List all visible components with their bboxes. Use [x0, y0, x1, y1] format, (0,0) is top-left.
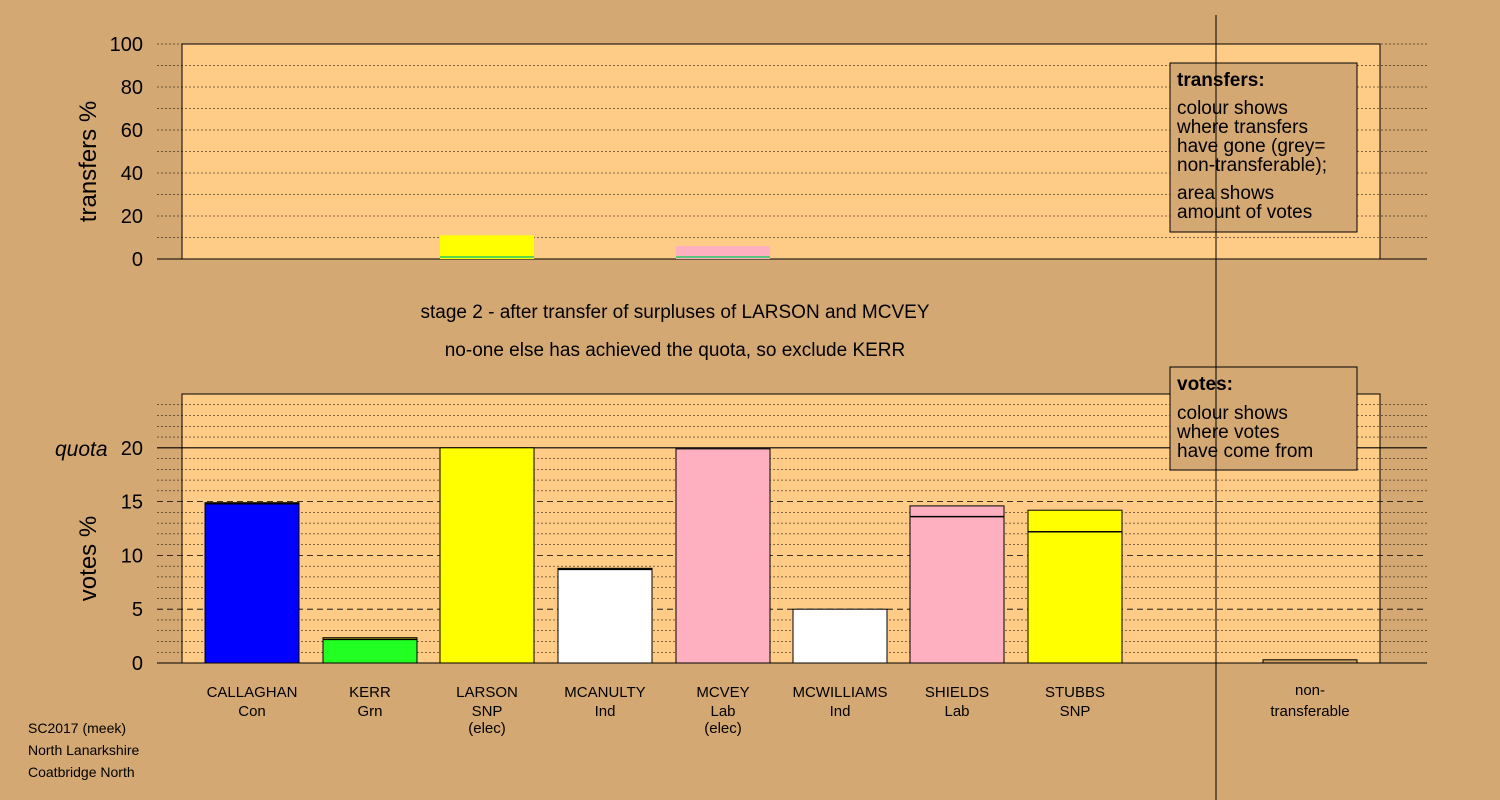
candidate-status-label: (elec) [704, 720, 742, 737]
vote-bar-segment-stubbs [1028, 510, 1122, 532]
votes-tick-label: 20 [121, 438, 143, 460]
nontransferable-label: transferable [1270, 703, 1349, 720]
candidate-name-label: MCWILLIAMS [792, 684, 887, 701]
transfers-tick-label: 100 [110, 34, 143, 56]
candidate-party-label: SNP [472, 703, 503, 720]
vote-bar-segment-callaghan [205, 503, 299, 663]
candidate-name-label: SHIELDS [925, 684, 989, 701]
nontransferable-bar [1262, 659, 1358, 664]
transfers-legend-line: non-transferable); [1177, 155, 1327, 176]
vote-bar-segment-shields [910, 505, 1004, 517]
candidate-party-label: Con [238, 703, 266, 720]
vote-bar-stubbs [1027, 509, 1123, 664]
votes-tick-label: 0 [132, 653, 143, 675]
candidate-name-label: CALLAGHAN [207, 684, 298, 701]
transfers-tick-label: 20 [121, 206, 143, 228]
vote-bar-segment-stubbs [1028, 531, 1122, 663]
transfers-tick-label: 0 [132, 249, 143, 271]
footer-line-2: North Lanarkshire [28, 742, 139, 758]
candidate-name-label: KERR [349, 684, 391, 701]
transfer-bar-mcvey [676, 246, 770, 259]
vote-bar-kerr [322, 637, 418, 664]
candidate-party-label: Ind [595, 703, 616, 720]
votes-legend-line: where votes [1176, 422, 1279, 443]
votes-legend-box [1169, 366, 1358, 471]
vote-bar-segment-larson [440, 447, 534, 663]
transfers-legend-line: area shows [1177, 183, 1274, 204]
votes-panel: 0 5 10 15 20 quota votes % CALLAGHAN Con KERR Grn L… [55, 366, 1427, 737]
votes-tick-label: 15 [121, 492, 143, 514]
quota-label: quota [55, 438, 108, 461]
vote-bar-mcanulty [557, 567, 653, 664]
vote-bar-shields [909, 505, 1005, 664]
candidate-party-label: Grn [357, 703, 382, 720]
transfers-legend-line: amount of votes [1177, 202, 1312, 223]
stage-title: stage 2 - after transfer of surpluses of… [420, 302, 929, 323]
vote-bar-segment-mcanulty [558, 569, 652, 663]
candidate-name-label: MCVEY [696, 684, 749, 701]
transfers-tick-label: 60 [121, 120, 143, 142]
candidate-name-label: LARSON [456, 684, 518, 701]
footer-line-1: SC2017 (meek) [28, 720, 126, 736]
vote-bar-segment-mcvey [676, 448, 770, 663]
candidate-party-label: SNP [1060, 703, 1091, 720]
vote-bar-mcvey [675, 448, 771, 664]
stage-subtitle: no-one else has achieved the quota, so e… [445, 340, 906, 361]
vote-bar-callaghan [204, 502, 300, 664]
votes-legend-title: votes: [1177, 374, 1233, 395]
transfers-legend-line: have gone (grey= [1177, 136, 1325, 157]
transfers-legend-box [1169, 62, 1358, 233]
candidate-name-label: MCANULTY [564, 684, 645, 701]
transfers-tick-label: 40 [121, 163, 143, 185]
transfer-bar-larson [440, 235, 534, 259]
transfers-legend-line: where transfers [1176, 117, 1308, 138]
transfers-legend-line: colour shows [1177, 98, 1288, 119]
footer-line-3: Coatbridge North [28, 764, 135, 780]
votes-tick-label: 10 [121, 545, 143, 567]
transfers-tick-label: 80 [121, 77, 143, 99]
nontransferable-label: non- [1295, 682, 1325, 699]
candidate-name-label: STUBBS [1045, 684, 1105, 701]
transfers-panel: 0 20 40 60 80 100 transfers % transfers: colour … [75, 34, 1427, 271]
votes-tick-label: 5 [132, 599, 143, 621]
transfers-legend-title: transfers: [1177, 70, 1265, 91]
votes-legend-line: have come from [1177, 441, 1313, 462]
candidate-status-label: (elec) [468, 720, 506, 737]
candidate-party-label: Ind [830, 703, 851, 720]
vote-bar-segment-shields [910, 516, 1004, 663]
votes-y-axis-label: votes % [75, 516, 102, 601]
vote-bar-segment-mcwilliams [793, 609, 887, 663]
candidate-party-label: Lab [710, 703, 735, 720]
vote-bar-segment-kerr [323, 639, 417, 663]
candidate-party-label: Lab [944, 703, 969, 720]
transfers-y-axis-label: transfers % [75, 101, 102, 222]
votes-legend-line: colour shows [1177, 403, 1288, 424]
vote-bar-larson [439, 447, 535, 664]
vote-bar-mcwilliams [792, 608, 888, 664]
vote-bar-segment-kerr [323, 637, 417, 640]
